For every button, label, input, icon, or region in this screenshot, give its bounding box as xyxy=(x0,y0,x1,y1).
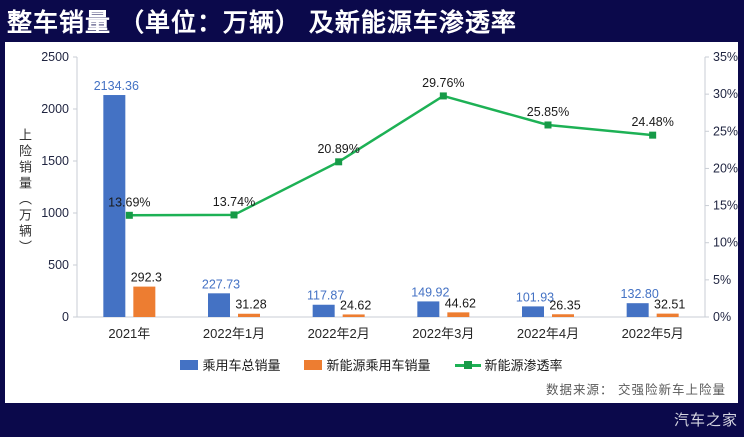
bar-nev-sales xyxy=(552,314,574,317)
bar-total-sales xyxy=(522,306,544,317)
bar-total-sales xyxy=(208,293,230,317)
left-axis-tick-label: 2000 xyxy=(41,102,69,116)
legend-label-penetration: 新能源渗透率 xyxy=(484,358,563,373)
penetration-value-label: 13.69% xyxy=(108,195,150,209)
left-axis-tick-label: 1000 xyxy=(41,206,69,220)
legend-swatch-line-icon xyxy=(454,360,481,370)
legend-label-nev-sales: 新能源乘用车销量 xyxy=(326,358,431,373)
left-axis-tick-label: 0 xyxy=(62,310,69,324)
autohome-logo: 汽车之家 xyxy=(673,412,738,429)
x-axis-category-label: 2022年5月 xyxy=(622,326,684,341)
nev-sales-value-label: 24.62 xyxy=(340,298,371,312)
legend-item-penetration: 新能源渗透率 xyxy=(454,355,563,374)
nev-sales-value-label: 292.3 xyxy=(131,271,162,285)
right-axis-tick-label: 10% xyxy=(713,236,738,250)
right-axis-tick-label: 25% xyxy=(713,124,738,138)
x-axis-category-label: 2022年2月 xyxy=(308,326,370,341)
nev-sales-value-label: 32.51 xyxy=(654,298,685,312)
penetration-line xyxy=(129,94,653,217)
sales-penetration-chart: 0 500 1000 1500 2000 2500 0% 5% 10% 15% 20% 25% 30% 3… xyxy=(41,50,738,341)
penetration-value-label: 20.89% xyxy=(317,142,359,156)
chart-panel: 0 500 1000 1500 2000 2500 0% 5% 10% 15% 20% 25% 30% 3… xyxy=(5,42,738,403)
data-source-note: 数据来源： 交强险新车上险量 xyxy=(546,383,726,397)
total-sales-value-label: 117.87 xyxy=(307,289,344,303)
x-axis-category-label: 2021年 xyxy=(108,326,150,341)
footer-bar: 汽车之家 xyxy=(0,403,744,437)
penetration-value-label: 24.48% xyxy=(631,115,673,129)
penetration-line-marker xyxy=(439,92,447,100)
penetration-value-label: 13.74% xyxy=(213,195,255,209)
bar-nev-sales xyxy=(238,313,260,317)
total-sales-value-label: 132.80 xyxy=(621,287,659,301)
left-axis-tick-label: 1500 xyxy=(41,154,69,168)
x-axis-category-label: 2022年4月 xyxy=(517,326,579,341)
legend-swatch-blue-icon xyxy=(180,359,199,370)
right-axis-tick-label: 5% xyxy=(713,273,731,287)
right-axis-tick-label: 20% xyxy=(713,161,738,175)
nev-sales-value-label: 26.35 xyxy=(549,298,580,312)
nev-sales-value-label: 44.62 xyxy=(445,296,476,310)
chart-legend: 乘用车总销量 新能源乘用车销量 新能源渗透率 xyxy=(5,355,738,374)
total-sales-value-label: 227.73 xyxy=(202,277,240,291)
right-axis-tick-label: 0% xyxy=(713,310,731,324)
bar-nev-sales xyxy=(447,312,470,317)
left-axis-tick-label: 500 xyxy=(48,258,69,272)
right-axis-tick-label: 30% xyxy=(713,87,738,101)
penetration-line-marker xyxy=(230,211,238,219)
total-sales-value-label: 2134.36 xyxy=(94,79,139,93)
nev-sales-value-label: 31.28 xyxy=(235,298,266,312)
penetration-value-label: 25.85% xyxy=(527,105,569,119)
legend-item-total-sales: 乘用车总销量 xyxy=(180,355,280,374)
bar-total-sales xyxy=(103,95,126,317)
penetration-value-label: 29.76% xyxy=(422,76,464,90)
bar-nev-sales xyxy=(656,313,679,317)
bar-nev-sales xyxy=(342,314,365,317)
penetration-line-marker xyxy=(125,211,133,219)
total-sales-value-label: 101.93 xyxy=(516,290,554,304)
left-axis-tick-label: 2500 xyxy=(41,50,69,64)
bar-total-sales xyxy=(626,303,649,317)
total-sales-value-label: 149.92 xyxy=(411,285,449,299)
legend-swatch-orange-icon xyxy=(304,359,323,370)
penetration-line-marker xyxy=(649,131,657,139)
bar-nev-sales xyxy=(133,286,156,317)
penetration-line-marker xyxy=(544,121,552,129)
page-title: 整车销量 （单位：万辆） 及新能源车渗透率 xyxy=(7,9,517,37)
x-axis-category-label: 2022年3月 xyxy=(412,326,474,341)
legend-item-nev-sales: 新能源乘用车销量 xyxy=(304,355,431,374)
bar-total-sales xyxy=(312,304,335,317)
right-axis-tick-label: 35% xyxy=(713,50,738,64)
legend-label-total-sales: 乘用车总销量 xyxy=(202,358,281,373)
right-axis-tick-label: 15% xyxy=(713,199,738,213)
penetration-line-marker xyxy=(335,158,343,166)
x-axis-category-label: 2022年1月 xyxy=(203,326,265,341)
bar-total-sales xyxy=(417,301,440,317)
y-axis-title: 上险销量（万辆） xyxy=(17,128,32,256)
